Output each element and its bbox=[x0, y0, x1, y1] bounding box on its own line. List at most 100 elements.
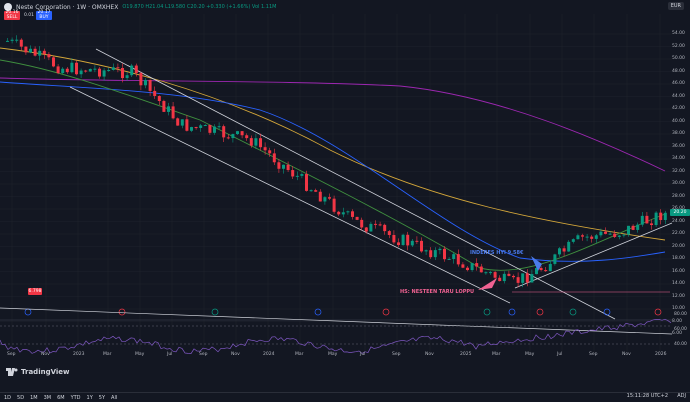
candle-body bbox=[305, 174, 308, 191]
candle-body bbox=[33, 48, 37, 56]
candle-body bbox=[447, 258, 451, 260]
time-tick: Mar bbox=[103, 352, 112, 357]
price-tick: 6.00 bbox=[672, 331, 683, 336]
candle-body bbox=[521, 273, 525, 283]
candle-body bbox=[75, 62, 78, 75]
buy-button[interactable]: 20.17 BUY bbox=[36, 10, 52, 20]
candle-body bbox=[337, 211, 341, 215]
adj-toggle[interactable]: ADJ bbox=[677, 393, 686, 399]
candle-body bbox=[203, 125, 207, 127]
candle-body bbox=[79, 70, 83, 75]
range-button-5d[interactable]: 5D bbox=[17, 394, 25, 401]
spread-value: 0.01 bbox=[24, 13, 35, 18]
candle-body bbox=[144, 79, 147, 86]
time-tick: Jul bbox=[557, 352, 563, 357]
sell-label: SELL bbox=[6, 14, 18, 20]
candle-body bbox=[245, 135, 249, 139]
range-button-1y[interactable]: 1Y bbox=[86, 394, 93, 401]
calendar-event-icon bbox=[382, 308, 390, 316]
range-button-all[interactable]: All bbox=[111, 394, 118, 401]
candle-body bbox=[153, 90, 157, 96]
candle-body bbox=[645, 215, 649, 224]
candle-body bbox=[401, 234, 405, 246]
candle-body bbox=[452, 254, 456, 259]
range-button-6m[interactable]: 6M bbox=[57, 394, 65, 401]
candle-body bbox=[544, 270, 548, 272]
calendar-event-icon bbox=[211, 308, 219, 316]
candle-body bbox=[461, 264, 465, 268]
candle-body bbox=[571, 239, 575, 242]
oscillator-tick: 80.00 bbox=[674, 312, 687, 317]
candle-body bbox=[134, 65, 138, 74]
price-tick: 50.00 bbox=[672, 56, 685, 61]
candle-body bbox=[231, 134, 235, 139]
candle-body bbox=[116, 67, 120, 69]
range-button-3m[interactable]: 3M bbox=[43, 394, 52, 401]
tradingview-logo-icon bbox=[6, 368, 18, 376]
candle-body bbox=[222, 126, 226, 138]
candle-body bbox=[364, 227, 368, 232]
candle-body bbox=[208, 125, 212, 133]
candle-body bbox=[525, 273, 529, 283]
range-bar: 1D 5D 1M 3M 6M YTD 1Y 5Y All bbox=[0, 392, 690, 402]
pink-annotation[interactable]: HS: NESTEEN TARU LOPPU bbox=[400, 289, 475, 295]
range-button-1d[interactable]: 1D bbox=[4, 394, 12, 401]
oscillator-tick: 40.00 bbox=[674, 342, 687, 347]
time-tick: Jul bbox=[167, 352, 173, 357]
price-tick: 16.00 bbox=[672, 268, 685, 274]
low-price-label: 6.798 bbox=[28, 288, 42, 295]
price-tick: 14.00 bbox=[672, 281, 685, 286]
candle-body bbox=[640, 215, 644, 225]
price-axis[interactable]: 54.00 52.00 50.00 48.00 46.00 44.00 42.00 40.00… bbox=[672, 14, 690, 336]
time-tick: May bbox=[135, 352, 145, 357]
candle-body bbox=[631, 225, 635, 230]
price-tick: 40.00 bbox=[672, 118, 685, 124]
event-markers bbox=[24, 308, 662, 316]
currency-button[interactable]: EUR bbox=[667, 2, 684, 10]
candle-body bbox=[314, 190, 318, 192]
calendar-event-icon bbox=[24, 308, 32, 316]
candle-body bbox=[254, 138, 258, 146]
candle-body bbox=[424, 250, 428, 252]
candle-body bbox=[341, 212, 345, 215]
price-tick: 52.00 bbox=[672, 43, 685, 49]
candle-body bbox=[585, 236, 589, 238]
range-button-1m[interactable]: 1M bbox=[30, 394, 38, 401]
candle-body bbox=[484, 272, 488, 274]
tradingview-logo[interactable]: TradingView bbox=[6, 368, 70, 376]
candle-body bbox=[19, 39, 23, 47]
candle-body bbox=[157, 95, 161, 102]
blue-annotation[interactable]: INDERES HYI 9,58€ bbox=[470, 250, 524, 256]
candle-body bbox=[530, 274, 534, 283]
symbol-title[interactable]: Neste Corporation · 1W · OMXHEX bbox=[16, 3, 119, 11]
price-tick: 20.00 bbox=[672, 243, 685, 249]
candle-body bbox=[415, 240, 419, 242]
candle-body bbox=[259, 138, 262, 148]
time-axis[interactable]: Sep Nov 2023 Mar May Jul Sep Nov 2024 Mar May Jul Se… bbox=[0, 352, 672, 362]
clock[interactable]: 15:11:28 UTC+2 bbox=[626, 393, 668, 399]
price-tick: 10.00 bbox=[672, 306, 685, 311]
candle-body bbox=[263, 147, 267, 151]
candle-body bbox=[88, 68, 92, 72]
time-tick: Sep bbox=[199, 352, 208, 357]
grid-lines bbox=[0, 14, 672, 352]
candle-body bbox=[102, 70, 106, 77]
sell-button[interactable]: 20.16 SELL bbox=[4, 10, 20, 20]
annotation-arrows bbox=[478, 256, 542, 290]
candle-body bbox=[650, 223, 653, 226]
candle-body bbox=[323, 197, 327, 202]
tradingview-logo-text: TradingView bbox=[21, 368, 70, 376]
price-tick: 42.00 bbox=[672, 106, 685, 111]
candle-body bbox=[249, 138, 253, 146]
candle-body bbox=[10, 39, 14, 41]
candle-body bbox=[38, 50, 42, 56]
calendar-event-icon bbox=[603, 308, 611, 316]
range-button-5y[interactable]: 5Y bbox=[98, 394, 106, 401]
current-price-label: 20.20 bbox=[670, 209, 690, 216]
range-button-ytd[interactable]: YTD bbox=[70, 394, 81, 401]
candle-body bbox=[663, 212, 667, 221]
candle-body bbox=[286, 164, 290, 171]
oscillator-line bbox=[0, 318, 672, 354]
price-tick: 26.00 bbox=[672, 206, 685, 211]
